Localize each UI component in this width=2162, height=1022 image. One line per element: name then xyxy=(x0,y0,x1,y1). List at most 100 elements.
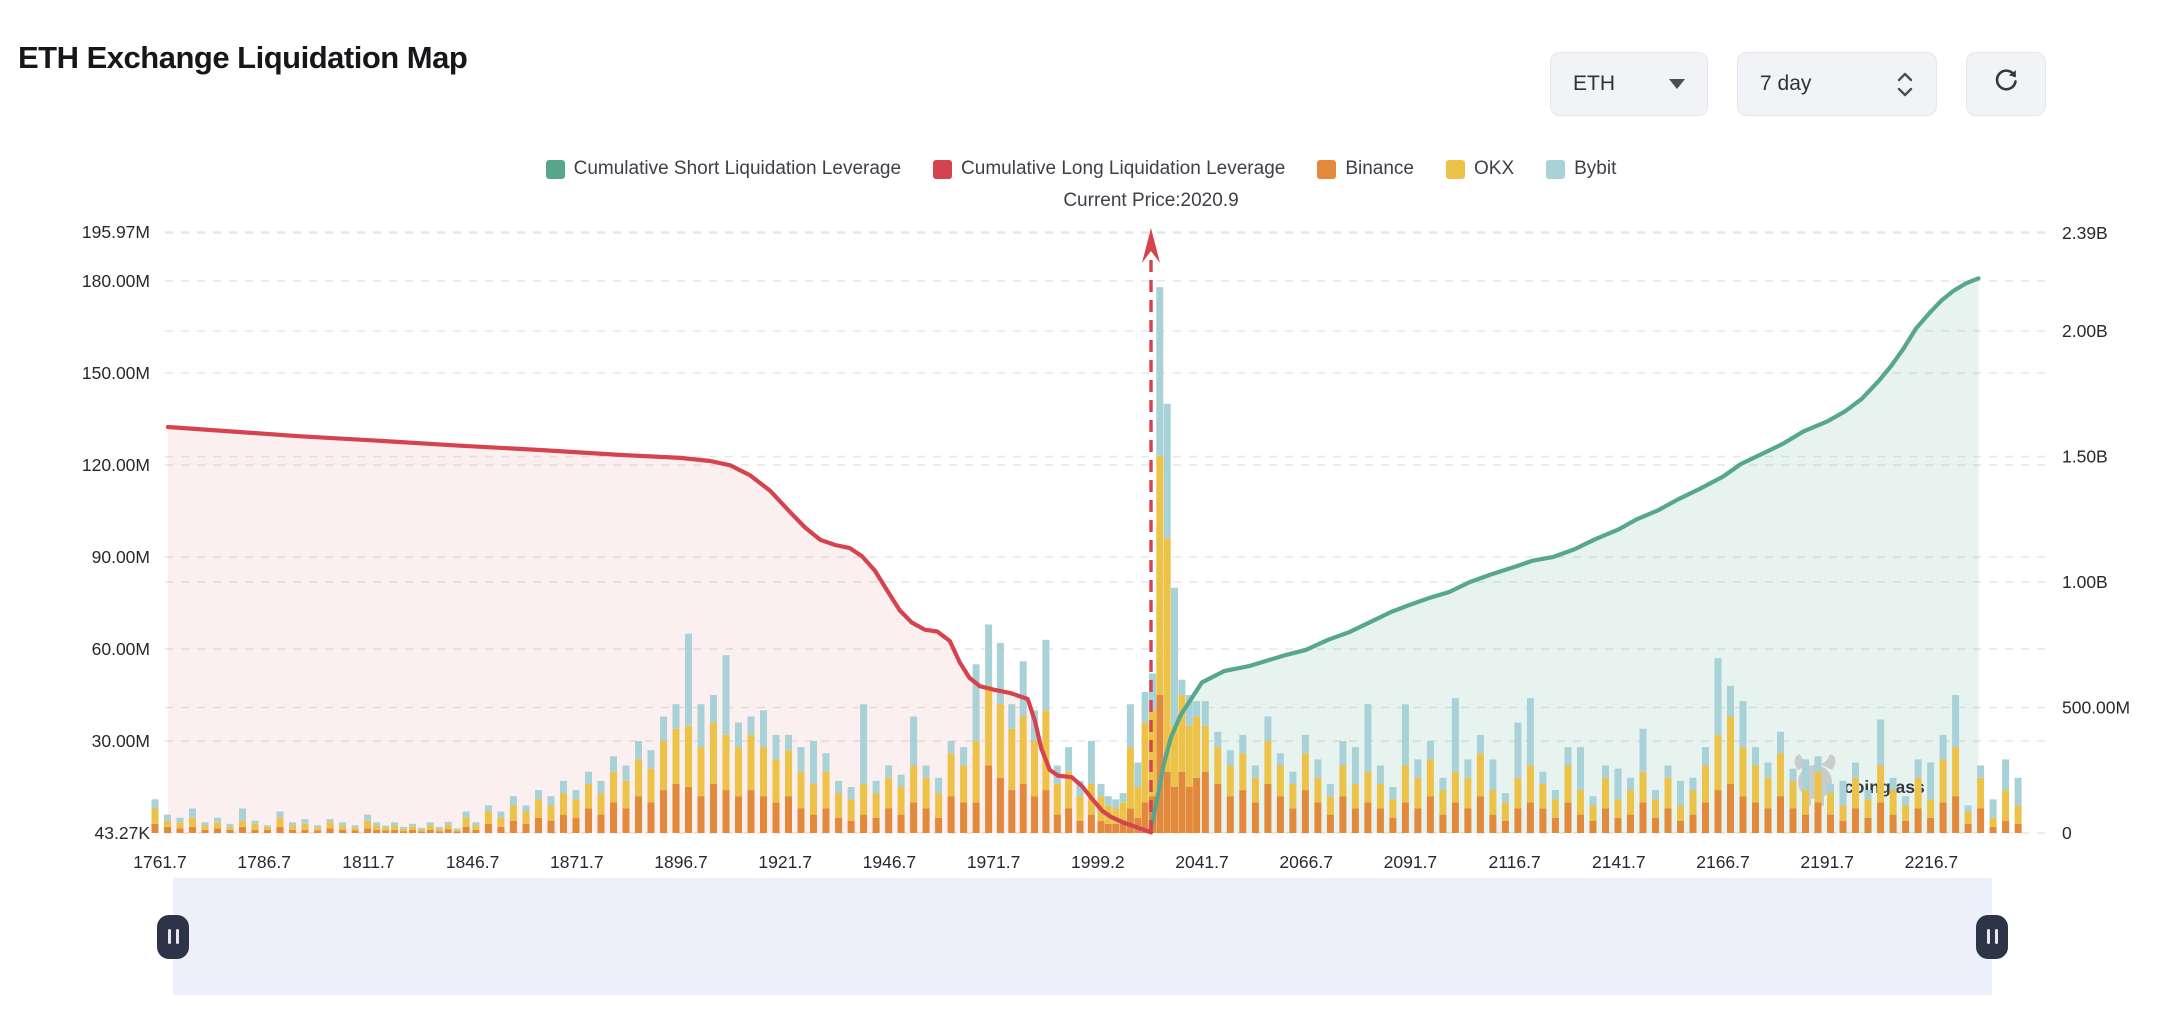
bar-okx xyxy=(2014,805,2022,824)
bar-bybit xyxy=(1226,750,1234,766)
bar-okx xyxy=(547,805,555,821)
bar-bybit xyxy=(1178,679,1186,695)
bar-bybit xyxy=(1464,759,1472,778)
bar-okx xyxy=(1889,790,1897,815)
bar-bybit xyxy=(810,741,817,784)
legend-item[interactable]: Binance xyxy=(1317,158,1414,180)
bar-okx xyxy=(1126,747,1134,809)
bar-binance xyxy=(1814,802,1822,833)
x-axis-tick: 1761.7 xyxy=(133,852,187,872)
bar-okx xyxy=(1914,777,1922,809)
legend-item[interactable]: Cumulative Long Liquidation Leverage xyxy=(933,158,1285,180)
bar-binance xyxy=(572,817,580,833)
chevron-down-icon xyxy=(1669,79,1685,89)
bar-okx xyxy=(847,799,855,821)
bar-okx xyxy=(391,825,399,830)
bar-okx xyxy=(1664,777,1672,809)
bar-bybit xyxy=(1351,747,1359,784)
bar-bybit xyxy=(622,765,630,781)
bar-bybit xyxy=(1639,728,1647,772)
bar-binance xyxy=(1864,817,1872,833)
bar-bybit xyxy=(1087,741,1095,784)
bar-bybit xyxy=(835,780,843,794)
bar-bybit xyxy=(1814,756,1822,772)
bar-okx xyxy=(276,817,284,827)
bar-binance xyxy=(1727,783,1734,833)
bar-binance xyxy=(1314,802,1322,833)
bar-binance xyxy=(264,829,271,833)
bar-okx xyxy=(522,811,530,824)
y-axis-left-tick: 180.00M xyxy=(82,271,150,291)
bar-bybit xyxy=(453,828,461,830)
bar-binance xyxy=(1301,790,1309,833)
bar-bybit xyxy=(710,695,717,723)
bar-binance xyxy=(1053,814,1061,833)
legend-item[interactable]: Cumulative Short Liquidation Leverage xyxy=(545,158,901,180)
bar-bybit xyxy=(1104,796,1112,806)
bar-okx xyxy=(1714,734,1722,791)
bar-bybit xyxy=(560,780,567,794)
brush-right-handle[interactable] xyxy=(1976,914,2008,959)
bar-binance xyxy=(509,820,517,833)
bar-binance xyxy=(1193,777,1201,833)
bar-okx xyxy=(747,734,755,791)
bar-binance xyxy=(351,830,359,833)
bar-binance xyxy=(910,802,918,833)
bar-binance xyxy=(1185,787,1193,833)
bar-bybit xyxy=(760,710,767,748)
bar-binance xyxy=(1251,802,1259,833)
zoom-brush-track[interactable] xyxy=(157,878,2008,995)
bar-binance xyxy=(935,817,943,833)
bar-binance xyxy=(785,796,792,833)
bar-binance xyxy=(326,828,334,833)
bar-okx xyxy=(509,805,517,821)
bar-okx xyxy=(1577,790,1584,815)
bar-binance xyxy=(1802,814,1809,833)
bar-okx xyxy=(1614,799,1622,818)
bar-okx xyxy=(1193,716,1201,778)
bar-okx xyxy=(1652,799,1659,818)
range-select[interactable]: 7 day xyxy=(1737,52,1937,116)
bar-binance xyxy=(1551,817,1559,833)
bar-okx xyxy=(1977,777,1985,809)
x-axis-tick: 1786.7 xyxy=(237,852,291,872)
bar-bybit xyxy=(214,817,221,823)
pause-icon xyxy=(167,929,171,944)
bar-okx xyxy=(1376,783,1384,809)
bar-binance xyxy=(522,823,530,833)
legend-item[interactable]: OKX xyxy=(1446,158,1514,180)
bar-bybit xyxy=(151,799,159,809)
bar-bybit xyxy=(417,827,425,830)
coin-select[interactable]: ETH xyxy=(1550,52,1708,116)
bar-okx xyxy=(1814,771,1822,803)
bar-bybit xyxy=(647,750,655,769)
bar-okx xyxy=(1201,725,1209,772)
exchange-liquidation-bars[interactable] xyxy=(151,287,2022,833)
bar-bybit xyxy=(1714,658,1722,735)
y-axis-left-tick: 60.00M xyxy=(92,639,150,659)
bar-okx xyxy=(176,822,184,829)
bar-okx xyxy=(364,820,372,829)
bar-binance xyxy=(1226,796,1234,833)
x-axis-tick: 2116.7 xyxy=(1488,852,1540,872)
bar-okx xyxy=(1008,728,1016,790)
bar-bybit xyxy=(1163,403,1171,539)
bar-binance xyxy=(1214,783,1222,833)
bar-bybit xyxy=(1989,799,1997,818)
bar-okx xyxy=(301,823,309,830)
bar-binance xyxy=(1134,817,1142,833)
bar-okx xyxy=(1364,771,1372,803)
bar-bybit xyxy=(1214,731,1222,748)
bar-okx xyxy=(1639,771,1647,803)
refresh-button[interactable] xyxy=(1966,52,2046,116)
bar-bybit xyxy=(1251,765,1259,778)
bar-okx xyxy=(597,793,605,815)
bar-binance xyxy=(1163,771,1171,833)
bar-bybit xyxy=(1065,747,1073,772)
bar-okx xyxy=(400,828,407,832)
brush-left-handle[interactable] xyxy=(157,914,189,959)
legend-item[interactable]: Bybit xyxy=(1546,158,1616,180)
bar-bybit xyxy=(972,664,980,741)
bar-bybit xyxy=(2014,777,2022,806)
bar-okx xyxy=(710,722,717,784)
